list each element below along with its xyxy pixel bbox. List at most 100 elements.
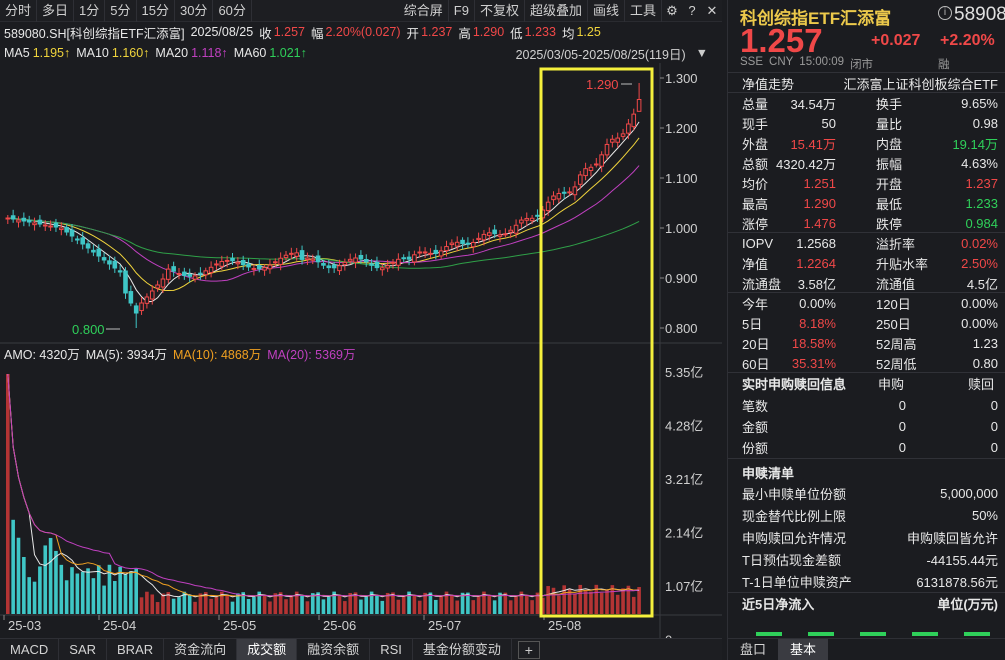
candle-body (449, 242, 455, 246)
candle-body (64, 227, 69, 233)
no-adjust-button[interactable]: 不复权 (475, 0, 525, 22)
kline-chart-area[interactable]: 1.300 1.200 1.100 1.000 0.900 0.800 5.35亿 4.28… (0, 63, 722, 660)
volume-bar (321, 599, 326, 614)
candle-body (187, 273, 192, 277)
volume-bar (16, 537, 21, 614)
volume-tick-label: 5.35亿 (665, 365, 703, 380)
period-return: 35.31% (791, 355, 836, 371)
tab-order-book[interactable]: 盘口 (740, 642, 767, 657)
realtime-row: 份额 0 0 (728, 437, 1005, 457)
tab-brar[interactable]: BRAR (107, 639, 165, 660)
draw-line-button[interactable]: 画线 (588, 0, 625, 22)
kline-chart-svg[interactable]: 1.300 1.200 1.100 1.000 0.900 0.800 5.35亿 4.28… (0, 63, 722, 648)
amo-ma10-line (7, 373, 640, 597)
period-return: 1.23 (972, 335, 998, 351)
realtime-label: 笔数 (742, 398, 769, 414)
volume-bar (610, 585, 615, 614)
volume-bar (530, 600, 534, 614)
volume-bar (96, 565, 101, 614)
price-tick-label: 0.900 (665, 271, 698, 286)
tab-5min[interactable]: 5分 (105, 0, 137, 22)
volume-bar (198, 593, 203, 614)
add-tab-icon[interactable]: + (517, 641, 540, 659)
tab-15min[interactable]: 15分 (137, 0, 175, 22)
stat-label: 振幅 (876, 156, 903, 172)
candle-body (176, 273, 182, 276)
tab-turnover[interactable]: 成交额 (237, 639, 298, 660)
list-value: 6131878.56元 (916, 574, 998, 590)
volume-bar (594, 584, 599, 614)
tab-basic[interactable]: 基本 (778, 639, 829, 660)
tab-1min[interactable]: 1分 (74, 0, 106, 22)
ma5-label: MA5 (4, 46, 30, 60)
close-icon[interactable]: ✕ (706, 2, 718, 18)
high-marker-label: 1.290 (586, 77, 619, 92)
volume-bar (401, 596, 406, 614)
stat-label: 现手 (742, 116, 769, 132)
volume-bar (86, 568, 90, 614)
realtime-redeem-value: 0 (990, 418, 998, 434)
tab-sar[interactable]: SAR (59, 639, 108, 660)
candle-body (75, 238, 80, 241)
tab-30min[interactable]: 30分 (175, 0, 214, 22)
help-icon[interactable]: ? (688, 3, 696, 18)
realtime-label: 金额 (742, 419, 769, 435)
divider (728, 458, 1005, 459)
candle-body (412, 254, 417, 263)
trend-row[interactable]: 净值走势 汇添富上证科创板综合ETF (728, 73, 1005, 93)
exchange: SSE (740, 56, 764, 68)
volume-bar (220, 591, 224, 614)
candle-body (438, 250, 444, 257)
indicator-tabs: MACD SAR BRAR 资金流向 成交额 融资余额 RSI 基金份额变动 + (0, 638, 722, 660)
candle-body (289, 252, 294, 255)
tab-rsi[interactable]: RSI (370, 639, 413, 660)
open-label: 开 (406, 26, 420, 41)
volume-bar (284, 599, 288, 614)
tab-fund-flow[interactable]: 资金流向 (164, 639, 238, 660)
volume-bar (369, 591, 374, 614)
super-overlay-button[interactable]: 超级叠加 (525, 0, 588, 22)
date-range: 2025/03/05-2025/08/25(119日) ▼ (516, 43, 714, 63)
fund-code: 589080 (954, 4, 1005, 25)
amo-ma5-line (7, 373, 640, 598)
candle-body (315, 255, 321, 263)
stat-value: 1.2568 (796, 235, 836, 251)
composite-screen-button[interactable]: 综合屏 (399, 0, 449, 22)
volume-bar (187, 594, 192, 614)
tab-margin[interactable]: 融资余额 (297, 639, 371, 660)
price-tick-label: 1.200 (665, 121, 698, 136)
candle-body (615, 137, 621, 143)
open-value: 1.237 (421, 25, 453, 39)
realtime-col-subscribe: 申购 (878, 376, 905, 392)
volume-bar (348, 593, 352, 614)
candle-body (583, 168, 588, 177)
volume-bar (268, 601, 272, 614)
candle-body (594, 163, 599, 166)
candle-body (278, 257, 283, 265)
tools-button[interactable]: 工具 (625, 0, 662, 22)
volume-bar (59, 564, 64, 614)
candle-body (42, 224, 48, 227)
date-range-text: 2025/03/05-2025/08/25(119日) (515, 47, 686, 62)
volume-bar (203, 592, 208, 614)
f9-button[interactable]: F9 (449, 0, 475, 22)
gear-icon[interactable]: ⚙ (666, 2, 678, 18)
realtime-row: 笔数 0 0 (728, 395, 1005, 415)
volume-bar (6, 374, 10, 614)
tab-multiday[interactable]: 多日 (37, 0, 75, 22)
stat-value: 1.233 (965, 195, 998, 211)
candle-body (347, 258, 353, 262)
info-icon[interactable]: i (938, 6, 952, 20)
tab-intraday[interactable]: 分时 (0, 0, 38, 22)
chevron-down-icon[interactable]: ▼ (695, 46, 708, 60)
tab-fund-shares[interactable]: 基金份额变动 (413, 639, 512, 660)
flow-bar (808, 632, 834, 636)
tab-60min[interactable]: 60分 (213, 0, 252, 22)
volume-bar (230, 601, 235, 614)
amo-legend-bar: AMO: 4320万 MA(5): 3934万 MA(10): 4868万 MA… (0, 344, 660, 362)
candle-body (80, 237, 86, 245)
tab-macd[interactable]: MACD (0, 639, 60, 660)
volume-bar (64, 580, 69, 614)
candle-body (556, 193, 562, 200)
volume-ma-lines (7, 373, 640, 598)
